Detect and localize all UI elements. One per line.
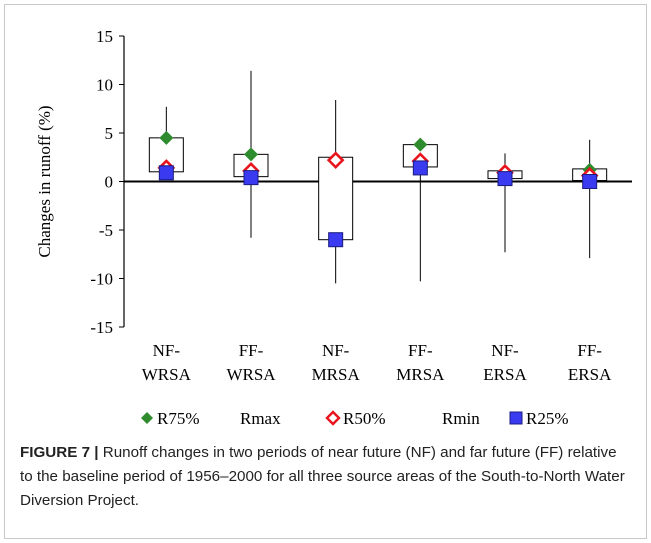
legend-label: Rmax [240,409,281,428]
x-tick-label: MRSA [312,365,361,384]
r25-marker [158,165,174,181]
x-tick-label: NF- [491,341,519,360]
x-tick-label: FF- [577,341,602,360]
r25-marker [497,171,513,187]
runoff-box-chart: Changes in runoff (%) 15 10 5 0 -5 -10 -15 NF- WR… [35,27,632,428]
x-tick-label: WRSA [142,365,192,384]
x-tick-label: FF- [408,341,433,360]
x-tick-label: FF- [239,341,264,360]
x-tick-label: NF- [153,341,181,360]
x-tick-label: WRSA [226,365,276,384]
r75-marker [413,137,428,152]
y-tick-label: -10 [90,270,113,289]
x-tick-label: ERSA [483,365,527,384]
r25-marker [328,232,344,248]
figure-frame [4,4,647,539]
y-tick-label: 15 [96,27,113,46]
caption-lead: FIGURE 7 | [20,444,99,461]
r50-marker [326,151,345,169]
iqr-box [318,156,354,241]
legend-label: R25% [526,409,569,428]
legend-label: R50% [343,409,386,428]
y-tick-label: -5 [99,221,113,240]
legend-r75-symbol [141,412,153,424]
legend-r50-symbol [325,410,341,426]
y-tick-label: -15 [90,318,113,337]
r25-marker [412,160,428,176]
figure-caption: FIGURE 7 | Runoff changes in two periods… [20,441,630,513]
r25-marker [582,174,598,189]
x-tick-label: ERSA [568,365,612,384]
caption-text: Runoff changes in two periods of near fu… [20,444,625,509]
legend-r25-symbol [509,411,523,425]
y-tick-label: 0 [105,173,114,192]
y-tick-label: 5 [105,124,114,143]
x-tick-label: MRSA [396,365,445,384]
y-axis-label: Changes in runoff (%) [35,105,54,257]
r75-marker [244,147,258,162]
r25-marker [243,170,259,186]
legend-label: R75% [157,409,200,428]
x-tick-label: NF- [322,341,350,360]
legend-label: Rmin [442,409,480,428]
y-tick-label: 10 [96,76,113,95]
r75-marker [159,130,174,145]
